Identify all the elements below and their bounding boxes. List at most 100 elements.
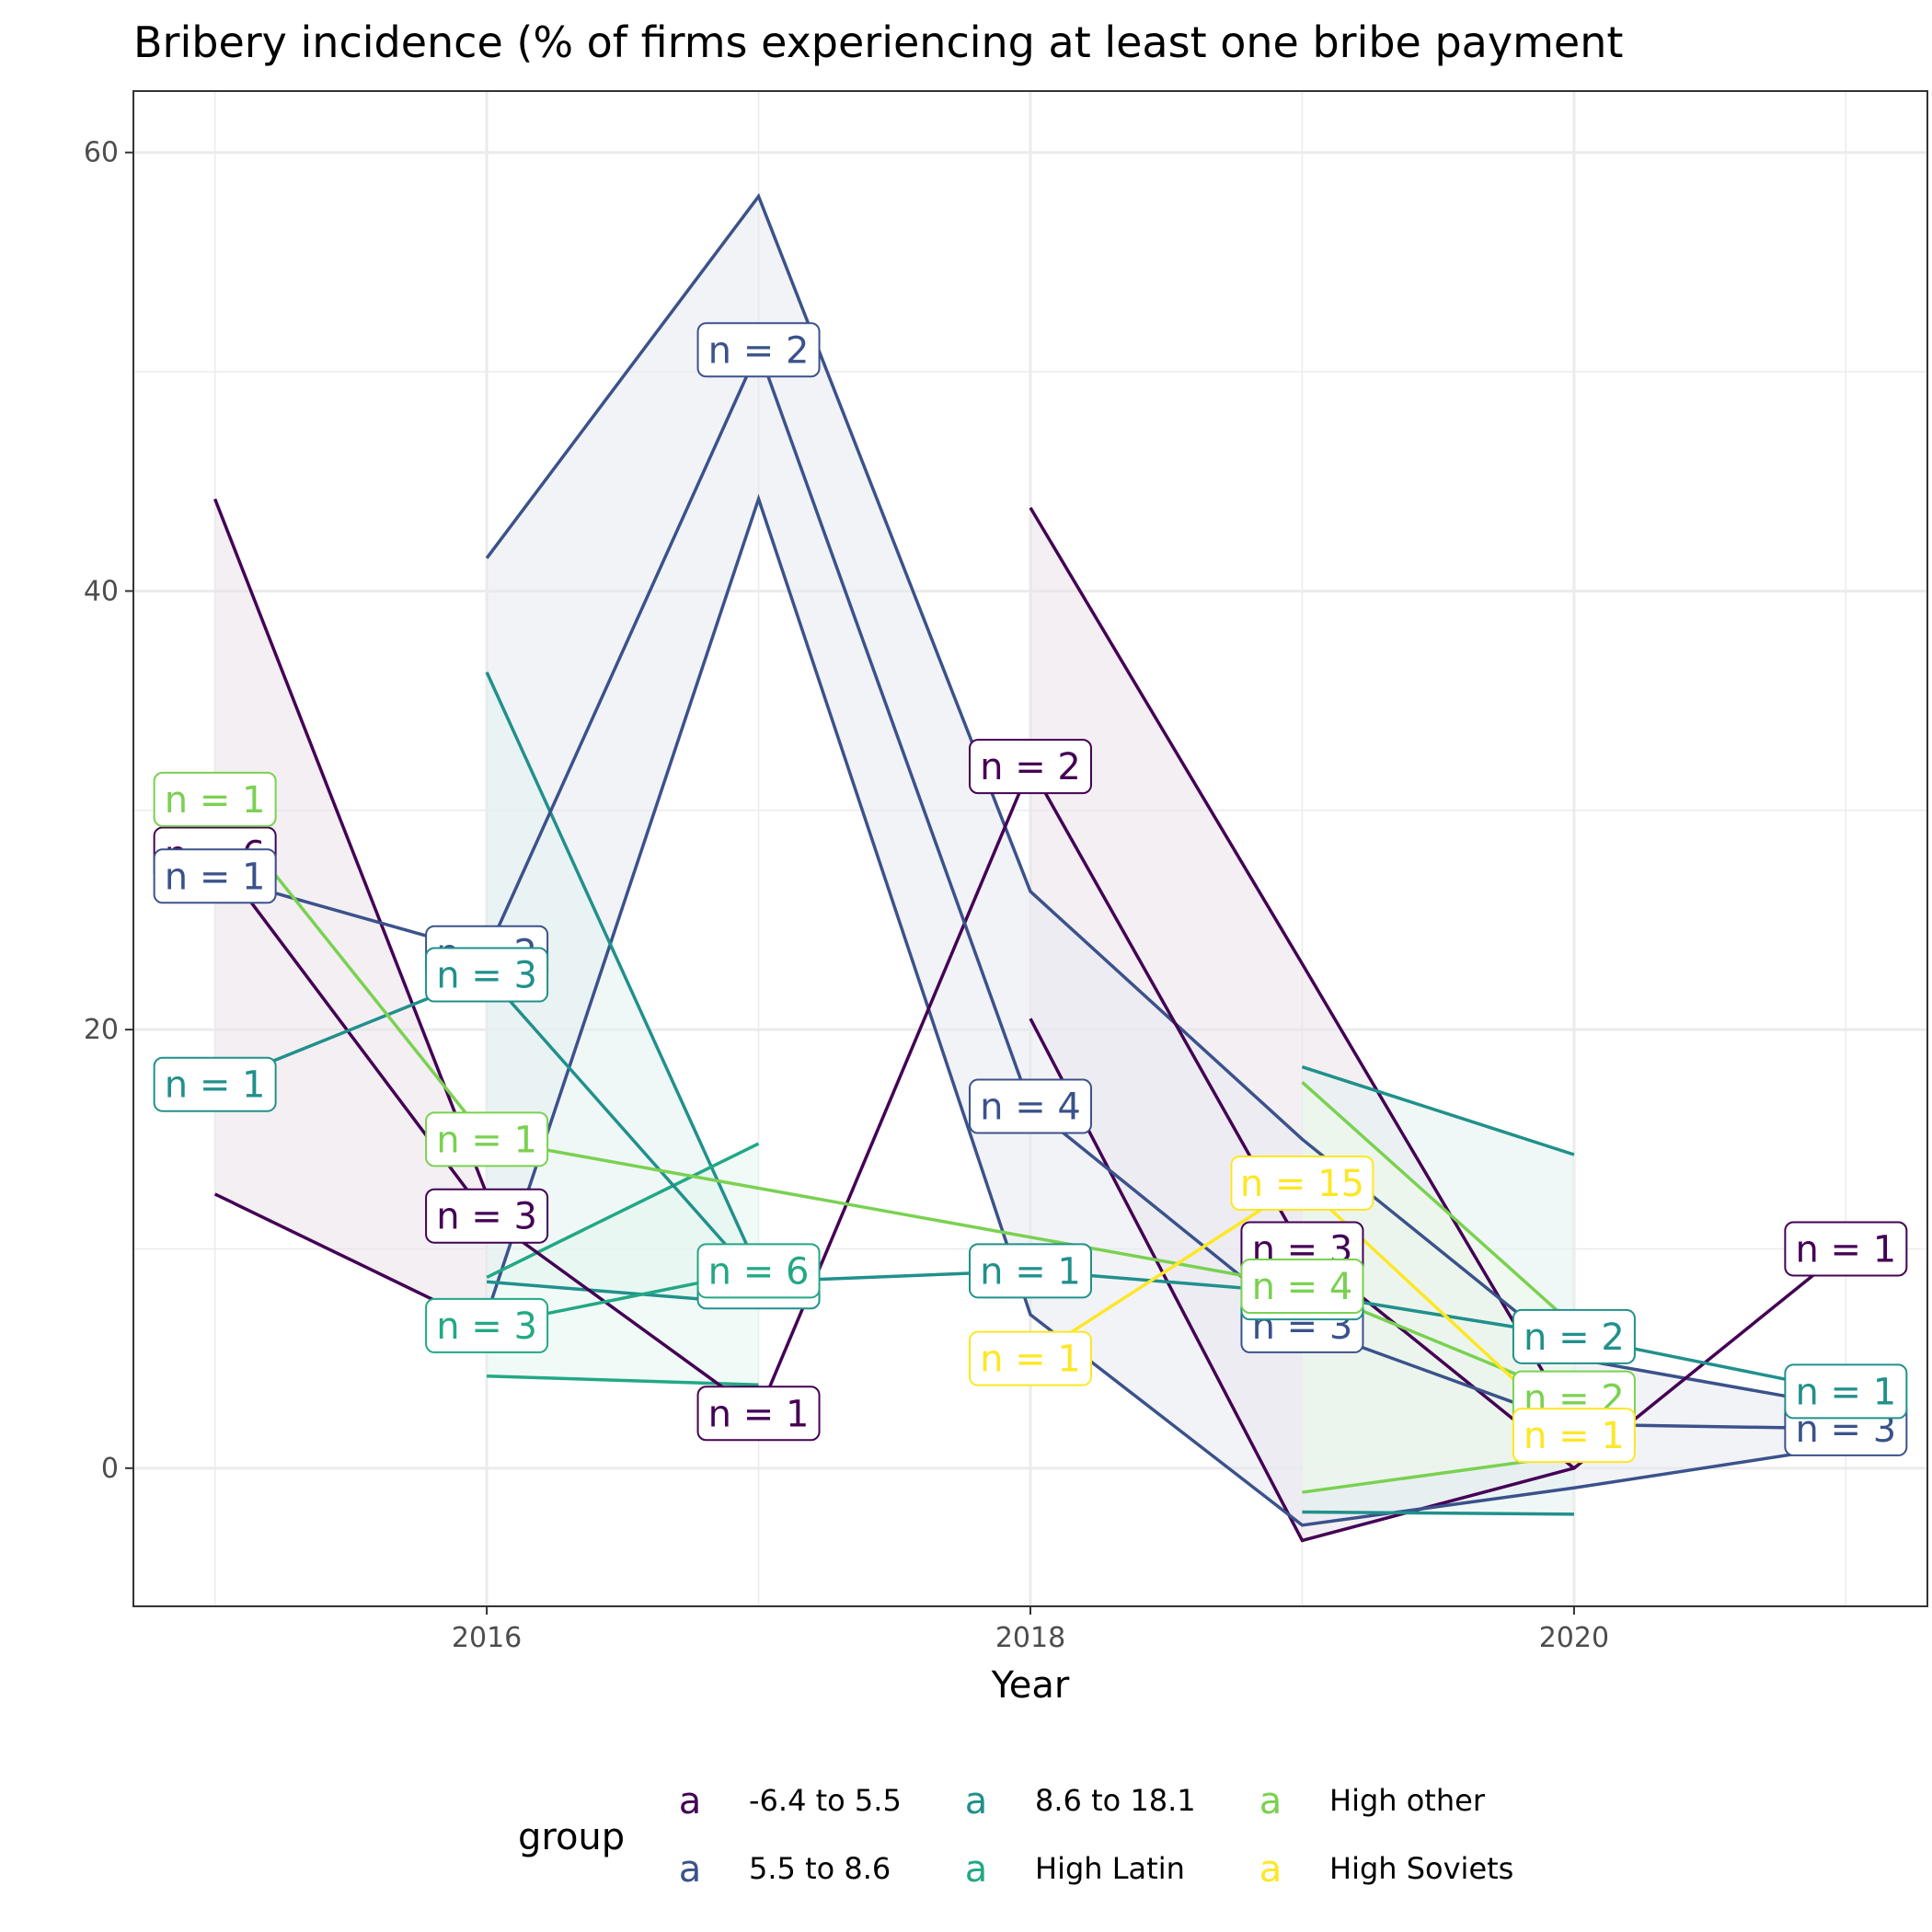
n-labels: n = 6 n = 3 n = 1 n = 2 n = 3 n = 1 n = 1 n = 2… — [153, 322, 1908, 1464]
legend-label: High Latin — [1035, 1851, 1185, 1886]
legend-item-3: a High Latin — [965, 1848, 1185, 1891]
n-label-text: n = 2 — [708, 329, 810, 372]
n-label-5-1: n = 15 — [1230, 1155, 1374, 1211]
n-label-4-2: n = 4 — [1240, 1259, 1364, 1315]
legend-title: group — [518, 1816, 625, 1858]
n-label-box — [696, 322, 821, 378]
n-label-5-2: n = 1 — [1512, 1408, 1636, 1464]
legend-key: a — [679, 1780, 702, 1823]
n-label-box — [969, 1243, 1092, 1299]
ribbon-bound-hi-2-0 — [485, 671, 761, 1272]
legend-key: a — [1259, 1848, 1282, 1891]
legend-key: a — [679, 1848, 702, 1891]
ribbon-bound-lo-0-1 — [1029, 1018, 1575, 1543]
n-label-box — [1784, 1363, 1908, 1420]
legend-label: High Soviets — [1329, 1851, 1513, 1886]
y-axis: 0 20 40 60 — [84, 137, 133, 1485]
n-label-box — [969, 1078, 1092, 1134]
n-label-text: n = 2 — [1524, 1317, 1625, 1359]
x-tick-label: 2020 — [1539, 1622, 1609, 1654]
ribbon-1-0 — [487, 196, 1846, 1525]
n-label-text: n = 4 — [1252, 1266, 1353, 1308]
legend-item-0: a -6.4 to 5.5 — [679, 1780, 902, 1823]
n-label-box — [1512, 1408, 1636, 1464]
x-axis: 2016 2018 2020 — [452, 1606, 1609, 1654]
ribbon-bound-hi-2-1 — [1301, 1064, 1575, 1156]
legend-item-4: a High other — [1259, 1780, 1486, 1823]
n-label-1-3: n = 4 — [969, 1078, 1092, 1134]
y-tick-label: 60 — [84, 137, 119, 169]
ribbon-bound-lo-3-0 — [487, 1374, 759, 1387]
n-label-3-1: n = 6 — [696, 1243, 821, 1299]
ribbon-bound-hi-1-0 — [485, 192, 1846, 1409]
n-label-0-6: n = 1 — [1784, 1221, 1908, 1277]
n-label-text: n = 3 — [436, 1196, 537, 1238]
legend-label: 5.5 to 8.6 — [749, 1851, 891, 1886]
ribbon-2-0 — [487, 672, 759, 1305]
n-label-0-3: n = 2 — [969, 739, 1092, 795]
n-label-box — [696, 1386, 821, 1442]
n-label-box — [153, 771, 277, 827]
n-label-5-0: n = 1 — [969, 1330, 1092, 1386]
legend-key: a — [1259, 1780, 1282, 1823]
n-label-1-2: n = 2 — [696, 322, 821, 378]
n-label-4-0: n = 1 — [153, 771, 277, 827]
n-label-text: n = 4 — [980, 1087, 1081, 1129]
legend-key: a — [965, 1780, 988, 1823]
legend-label: -6.4 to 5.5 — [749, 1783, 902, 1818]
n-label-0-2: n = 1 — [696, 1386, 821, 1442]
legend-label: 8.6 to 18.1 — [1035, 1783, 1196, 1818]
x-tick-label: 2016 — [452, 1622, 522, 1654]
n-label-box — [1230, 1155, 1374, 1211]
ribbon-0-0 — [214, 499, 488, 1326]
n-label-2-5: n = 2 — [1512, 1308, 1636, 1364]
ribbon-bound-hi-4-0 — [1301, 1081, 1576, 1328]
n-label-box — [1784, 1221, 1908, 1277]
ribbon-bound-hi-0-1 — [1029, 506, 1576, 1426]
n-label-text: n = 3 — [436, 1305, 537, 1348]
n-label-text: n = 1 — [165, 779, 266, 822]
n-label-box — [696, 1243, 821, 1299]
legend-item-1: a 5.5 to 8.6 — [679, 1848, 891, 1891]
n-label-box — [425, 1111, 549, 1167]
chart-title: Bribery incidence (% of firms experienci… — [133, 17, 1623, 67]
n-label-text: n = 1 — [165, 1064, 266, 1107]
n-label-text: n = 1 — [1795, 1228, 1896, 1271]
y-tick-label: 40 — [84, 575, 119, 607]
n-label-2-6: n = 1 — [1784, 1363, 1908, 1420]
series-line-4 — [213, 798, 1575, 1400]
n-label-text: n = 1 — [708, 1393, 810, 1435]
n-label-box — [969, 739, 1092, 795]
n-label-text: n = 1 — [980, 1250, 1081, 1293]
legend-item-5: a High Soviets — [1259, 1848, 1514, 1891]
n-label-text: n = 3 — [436, 955, 537, 997]
n-label-text: n = 1 — [980, 1339, 1081, 1381]
legend: group a -6.4 to 5.5 a 5.5 to 8.6 a 8.6 to 18.… — [518, 1780, 1513, 1891]
n-label-3-0: n = 3 — [425, 1297, 549, 1353]
n-label-2-3: n = 1 — [969, 1243, 1092, 1299]
y-tick-label: 0 — [101, 1453, 119, 1485]
x-axis-title: Year — [991, 1664, 1070, 1707]
n-label-box — [1240, 1259, 1364, 1315]
legend-item-2: a 8.6 to 18.1 — [965, 1780, 1196, 1823]
n-label-box — [425, 947, 549, 1003]
n-label-2-0: n = 1 — [153, 1056, 277, 1112]
n-label-box — [425, 1297, 549, 1353]
legend-key: a — [965, 1848, 988, 1891]
n-label-box — [153, 1056, 277, 1112]
n-label-box — [153, 848, 277, 904]
n-label-text: n = 15 — [1240, 1163, 1364, 1205]
n-label-text: n = 1 — [436, 1119, 537, 1161]
n-label-4-1: n = 1 — [425, 1111, 549, 1167]
ribbon-bound-lo-1-0 — [485, 493, 1846, 1527]
n-label-text: n = 1 — [1795, 1371, 1896, 1413]
n-label-2-1: n = 3 — [425, 947, 549, 1003]
n-label-box — [969, 1330, 1092, 1386]
y-tick-label: 20 — [84, 1014, 119, 1046]
n-label-box — [1512, 1308, 1636, 1364]
n-label-text: n = 1 — [1524, 1415, 1625, 1457]
n-label-text: n = 6 — [708, 1250, 810, 1293]
ribbon-bound-hi-3-0 — [486, 1142, 760, 1280]
